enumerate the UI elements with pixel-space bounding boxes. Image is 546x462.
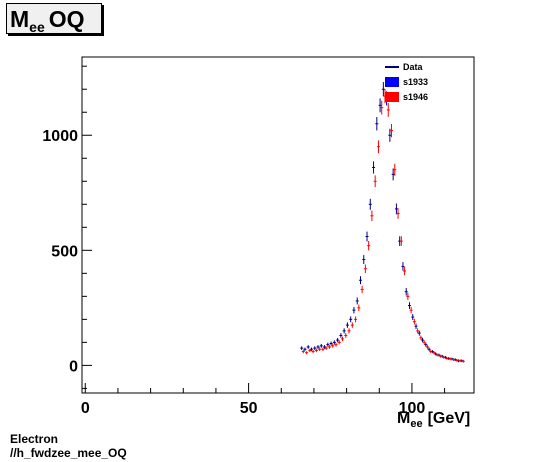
y-tick-label: 500 bbox=[51, 243, 78, 260]
y-tick-label: 1000 bbox=[42, 128, 78, 145]
chart-title-box: Mee OQ bbox=[6, 3, 102, 35]
x-axis-title: Mee [GeV] bbox=[397, 410, 470, 430]
chart-title: Mee OQ bbox=[10, 6, 85, 35]
legend-label: s1933 bbox=[403, 77, 428, 87]
footer-histogram-path: //h_fwdzee_mee_OQ bbox=[10, 446, 127, 460]
y-tick-label: 0 bbox=[69, 358, 78, 375]
legend-swatch-box bbox=[385, 77, 399, 87]
legend-swatch-box bbox=[385, 92, 399, 102]
x-tick-label: 0 bbox=[81, 400, 90, 417]
legend-label: s1946 bbox=[403, 92, 428, 102]
plot-frame bbox=[81, 56, 475, 394]
legend-label: Data bbox=[403, 62, 424, 72]
x-tick-label: 100 bbox=[399, 400, 426, 417]
footer-label: Electron bbox=[10, 432, 59, 446]
x-tick-label: 50 bbox=[240, 400, 258, 417]
